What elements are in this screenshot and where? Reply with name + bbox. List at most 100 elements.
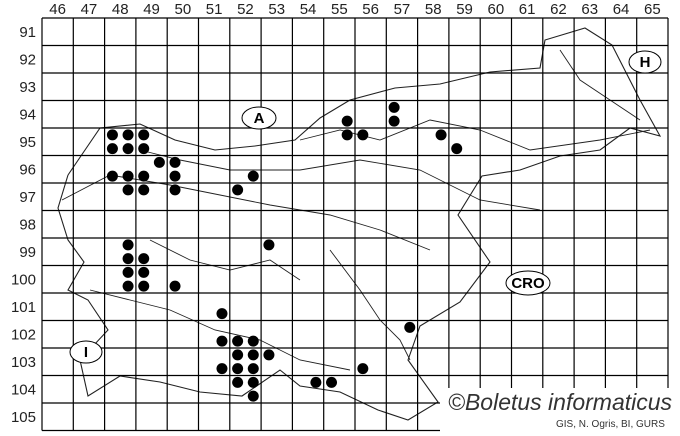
record-dot bbox=[263, 239, 275, 251]
country-labels: A H I CRO bbox=[69, 50, 662, 364]
record-dot bbox=[138, 280, 150, 292]
record-dot bbox=[232, 349, 244, 361]
column-label: 59 bbox=[456, 1, 473, 18]
column-label: 47 bbox=[81, 1, 98, 18]
record-dot bbox=[138, 184, 150, 196]
column-label: 54 bbox=[300, 1, 317, 18]
record-dot bbox=[122, 266, 134, 278]
column-label: 58 bbox=[425, 1, 442, 18]
record-dot bbox=[388, 101, 400, 113]
column-label: 48 bbox=[112, 1, 129, 18]
row-label: 105 bbox=[11, 409, 36, 426]
record-dot bbox=[247, 390, 259, 402]
record-dot bbox=[138, 143, 150, 155]
row-label: 102 bbox=[11, 326, 36, 343]
country-border bbox=[57, 27, 662, 421]
record-dot bbox=[122, 184, 134, 196]
column-label: 52 bbox=[237, 1, 254, 18]
column-label: 64 bbox=[613, 1, 630, 18]
record-dot bbox=[232, 184, 244, 196]
column-label: 55 bbox=[331, 1, 348, 18]
river bbox=[329, 249, 411, 361]
record-dot bbox=[451, 143, 463, 155]
record-dot bbox=[122, 253, 134, 265]
svg-text:I: I bbox=[84, 344, 88, 361]
record-dot bbox=[138, 266, 150, 278]
record-dot bbox=[232, 335, 244, 347]
svg-text:A: A bbox=[254, 110, 265, 127]
record-dot bbox=[153, 156, 165, 168]
river bbox=[89, 289, 351, 371]
record-dot bbox=[357, 129, 369, 141]
column-label: 49 bbox=[143, 1, 160, 18]
row-label: 97 bbox=[19, 189, 36, 206]
country-label-h: H bbox=[628, 50, 662, 74]
watermark-background bbox=[440, 388, 670, 432]
record-dot bbox=[122, 239, 134, 251]
record-dot bbox=[388, 115, 400, 127]
row-label: 101 bbox=[11, 299, 36, 316]
record-dot bbox=[169, 184, 181, 196]
river bbox=[149, 239, 301, 281]
record-dot bbox=[122, 143, 134, 155]
row-label: 99 bbox=[19, 244, 36, 261]
record-dot bbox=[169, 280, 181, 292]
column-label: 63 bbox=[581, 1, 598, 18]
record-dot bbox=[357, 363, 369, 375]
river bbox=[61, 174, 431, 251]
record-dot bbox=[247, 170, 259, 182]
column-label: 57 bbox=[394, 1, 411, 18]
record-dot bbox=[106, 143, 118, 155]
record-dot bbox=[341, 129, 353, 141]
record-dot bbox=[263, 349, 275, 361]
record-dot bbox=[247, 335, 259, 347]
river bbox=[559, 49, 641, 121]
record-dot bbox=[138, 170, 150, 182]
column-label: 61 bbox=[519, 1, 536, 18]
column-label: 46 bbox=[49, 1, 66, 18]
record-dot bbox=[216, 363, 228, 375]
record-dot bbox=[122, 170, 134, 182]
grid-lines bbox=[41, 17, 669, 432]
column-labels: 46 47 48 49 50 51 52 53 54 55 56 57 58 59 60 61 62 63 64 65 bbox=[49, 1, 660, 18]
row-label: 92 bbox=[19, 51, 36, 68]
record-dot bbox=[216, 308, 228, 320]
row-label: 94 bbox=[19, 106, 36, 123]
column-label: 50 bbox=[175, 1, 192, 18]
record-dot bbox=[232, 376, 244, 388]
row-label: 100 bbox=[11, 271, 36, 288]
record-dot bbox=[122, 129, 134, 141]
record-dots bbox=[106, 101, 463, 402]
country-label-a: A bbox=[241, 106, 277, 130]
record-dot bbox=[122, 280, 134, 292]
record-dot bbox=[169, 156, 181, 168]
svg-text:H: H bbox=[640, 54, 651, 71]
record-dot bbox=[435, 129, 447, 141]
record-dot bbox=[232, 363, 244, 375]
record-dot bbox=[247, 376, 259, 388]
row-label: 103 bbox=[11, 354, 36, 371]
column-label: 51 bbox=[206, 1, 223, 18]
record-dot bbox=[138, 129, 150, 141]
svg-text:CRO: CRO bbox=[511, 275, 545, 292]
record-dot bbox=[216, 335, 228, 347]
record-dot bbox=[404, 321, 416, 333]
record-dot bbox=[138, 253, 150, 265]
row-label: 96 bbox=[19, 161, 36, 178]
column-label: 53 bbox=[268, 1, 285, 18]
row-label: 98 bbox=[19, 216, 36, 233]
column-label: 56 bbox=[362, 1, 379, 18]
record-dot bbox=[310, 376, 322, 388]
column-label: 65 bbox=[644, 1, 661, 18]
record-dot bbox=[106, 129, 118, 141]
row-labels: 91 92 93 94 95 96 97 98 99 100 101 102 103 104 105 bbox=[11, 24, 36, 426]
country-label-cro: CRO bbox=[505, 270, 551, 296]
row-label: 104 bbox=[11, 381, 36, 398]
record-dot bbox=[326, 376, 338, 388]
river bbox=[139, 149, 541, 211]
record-dot bbox=[247, 363, 259, 375]
country-label-i: I bbox=[69, 340, 103, 364]
row-label: 95 bbox=[19, 134, 36, 151]
record-dot bbox=[169, 170, 181, 182]
